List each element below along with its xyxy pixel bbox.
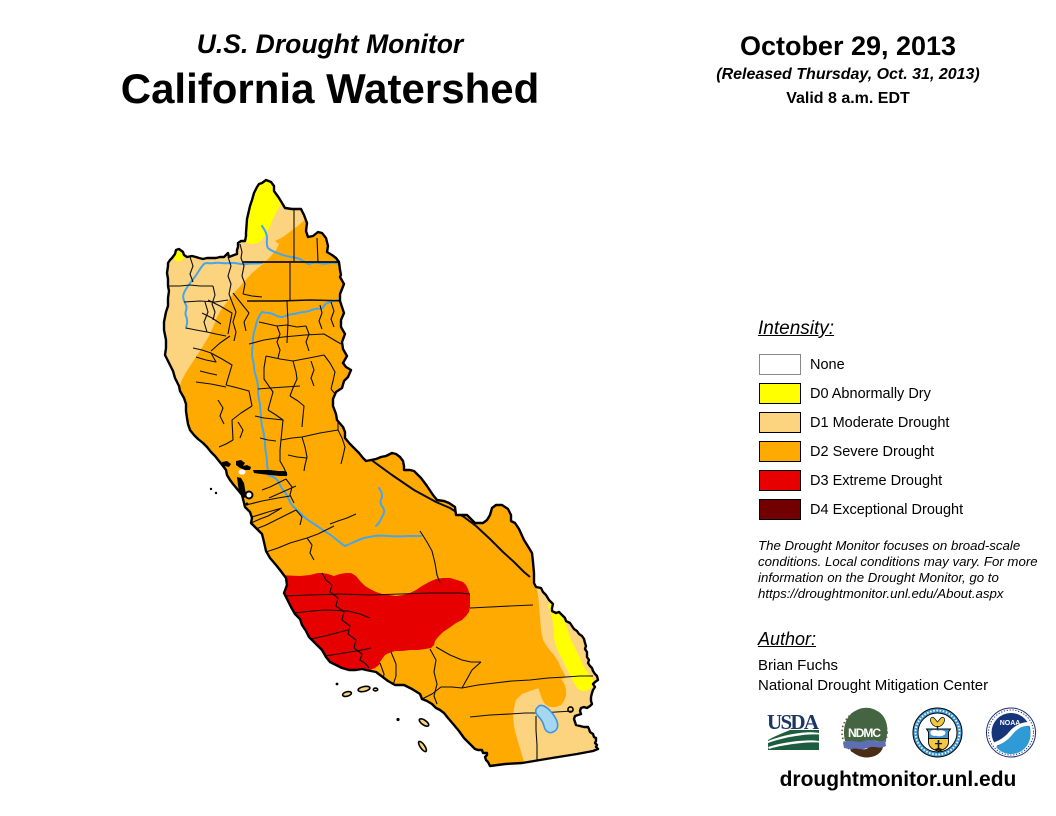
svg-text:NDMC: NDMC (848, 726, 881, 740)
svg-text:NOAA: NOAA (1000, 720, 1021, 727)
